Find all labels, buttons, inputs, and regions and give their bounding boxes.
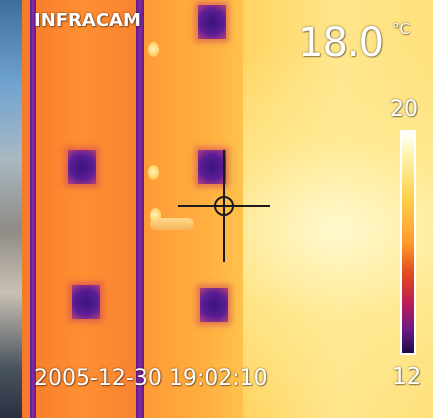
cold-window-spot [200,288,228,322]
timestamp: 2005-12-30 19:02:10 [34,366,268,391]
spot-temperature-readout: 18.0 [298,20,384,66]
cold-window-spot [198,5,226,39]
brand-label: INFRACAM [34,10,141,31]
crosshair-ring [214,196,234,216]
temperature-unit: °C [392,20,410,38]
door-edge-left [30,0,36,418]
cold-window-spot [198,150,226,184]
warm-bolt-spot [148,42,159,57]
temperature-scale-bar [400,130,416,355]
cold-window-spot [68,150,96,184]
visible-photo-strip [0,0,22,418]
cold-window-spot [72,285,100,319]
warm-handle-spot [150,218,194,230]
scale-min-label: 12 [392,364,422,390]
warm-bolt-spot [150,208,161,223]
door-edge-center [136,0,144,418]
spot-crosshair [178,150,270,262]
scale-max-label: 20 [390,97,418,122]
door-left-panel [22,0,140,418]
warm-bolt-spot [148,165,159,180]
